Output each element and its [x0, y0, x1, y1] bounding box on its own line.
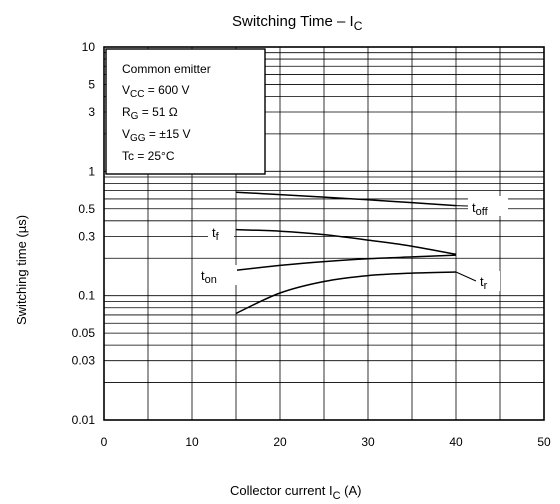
curve-layer — [235, 191, 477, 315]
ton-label-bg — [199, 265, 237, 285]
conditions-box-frame — [105, 48, 266, 175]
tr-curve — [235, 271, 457, 315]
y-tick-label: 0.01 — [72, 413, 96, 427]
x-axis-label: Collector current IC (A) — [230, 483, 362, 502]
y-tick-label: 0.1 — [78, 289, 95, 303]
toff-label-bg — [468, 196, 508, 216]
y-tick-label: 0.3 — [78, 229, 95, 243]
toff-label: toff — [472, 200, 489, 218]
y-tick-label: 10 — [82, 40, 96, 54]
tr-label: tr — [480, 274, 488, 292]
y-axis-label: Switching time (µs) — [14, 215, 29, 325]
x-tick-label: 10 — [185, 435, 199, 449]
condition-common-emitter: Common emitter — [122, 62, 211, 76]
plot-frame — [103, 46, 545, 421]
x-tick-label: 50 — [537, 435, 551, 449]
chart-title: Switching Time – IC — [232, 13, 363, 33]
toff-curve — [235, 191, 457, 207]
x-tick-label: 0 — [101, 435, 108, 449]
ton-label: ton — [201, 268, 217, 286]
curve-labels: toff tf ton tr — [199, 196, 508, 292]
x-tick-label: 40 — [449, 435, 463, 449]
tick-layer: 0 10 20 30 40 50 0.01 0.03 0.05 0.1 0.3 0.5 1 3 5 10 — [72, 40, 551, 449]
x-tick-label: 20 — [273, 435, 287, 449]
tf-label: tf — [212, 225, 220, 243]
condition-tc: Tc = 25°C — [122, 149, 175, 163]
ton-curve — [235, 254, 457, 272]
x-tick-label: 30 — [361, 435, 375, 449]
y-tick-label: 0.05 — [72, 326, 96, 340]
y-tick-label: 0.03 — [72, 354, 96, 368]
tf-curve — [235, 228, 457, 256]
tr-leader — [455, 271, 477, 282]
condition-vgg: VGG = ±15 V — [122, 127, 191, 144]
y-tick-label: 0.5 — [78, 202, 95, 216]
y-tick-label: 5 — [88, 77, 95, 91]
tr-label-bg — [476, 271, 500, 291]
conditions-box: Common emitter VCC = 600 V RG = 51 Ω VGG… — [105, 48, 266, 175]
condition-vcc: VCC = 600 V — [122, 83, 190, 100]
condition-rg: RG = 51 Ω — [122, 105, 178, 122]
y-tick-label: 1 — [88, 164, 95, 178]
tf-label-bg — [208, 222, 234, 242]
y-tick-label: 3 — [88, 105, 95, 119]
